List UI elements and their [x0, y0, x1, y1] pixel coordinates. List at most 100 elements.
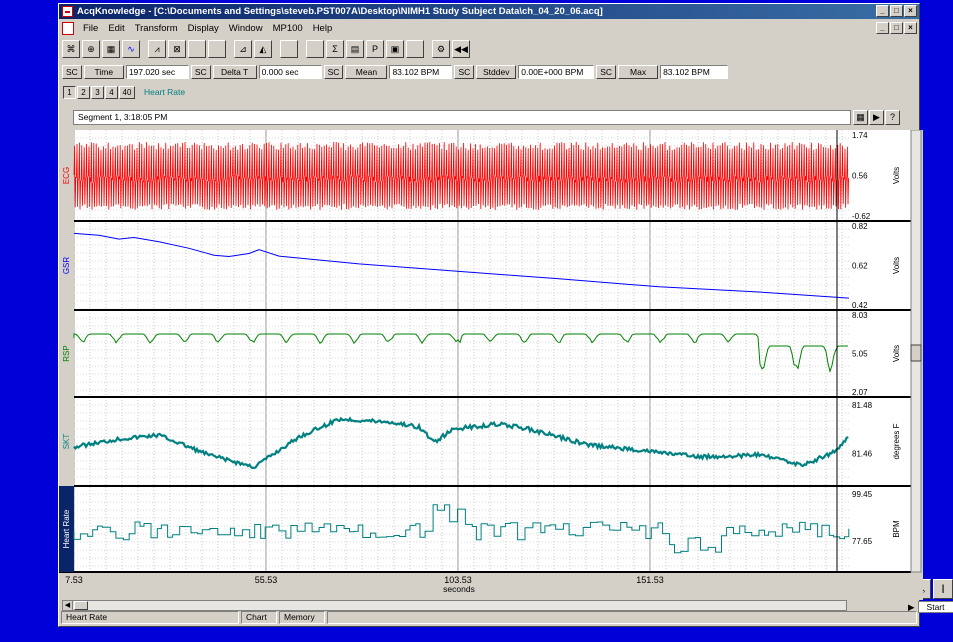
y-tick-label: 8.03	[852, 311, 868, 320]
help-icon[interactable]: ?	[885, 110, 900, 125]
menu-window[interactable]: Window	[228, 22, 263, 34]
y-unit-label: Volts	[892, 257, 901, 274]
segment-icon[interactable]: ▦	[853, 110, 868, 125]
blank-icon[interactable]	[188, 40, 206, 58]
close-button[interactable]: ×	[904, 5, 917, 17]
channel-name-label: GSR	[62, 257, 71, 275]
minimize-button[interactable]: _	[876, 5, 889, 17]
horizontal-scrollbar[interactable]: ◀	[62, 600, 847, 611]
scroll-left-icon[interactable]: ◀	[63, 601, 73, 610]
segment-label: Segment 1, 3:18:05 PM	[73, 110, 851, 125]
scroll-thumb[interactable]	[74, 601, 88, 610]
menu-display[interactable]: Display	[187, 22, 219, 34]
channel-label-strip[interactable]	[59, 310, 74, 397]
grid-icon[interactable]: ▦	[102, 40, 120, 58]
blank-icon[interactable]	[406, 40, 424, 58]
document-icon[interactable]	[62, 21, 74, 35]
channel-button-4[interactable]: 4	[105, 85, 118, 99]
ecg-trace	[73, 141, 849, 210]
blank-icon[interactable]	[306, 40, 324, 58]
zoom-icon[interactable]: ⊕	[82, 40, 100, 58]
table-icon[interactable]: ▤	[346, 40, 364, 58]
measurement-deltat-name[interactable]: Delta T	[212, 64, 257, 79]
measurement-stddev-name[interactable]: Stddev	[476, 64, 517, 79]
measurement-time-name[interactable]: Time	[83, 64, 124, 79]
chart2-icon[interactable]: ◭	[254, 40, 272, 58]
channel-button-3[interactable]: 3	[91, 85, 104, 99]
doc-maximize-button[interactable]: □	[890, 22, 903, 34]
y-tick-label: 1.74	[852, 131, 868, 140]
channel-name-label: RSP	[62, 345, 71, 361]
blank-icon[interactable]	[208, 40, 226, 58]
measurement-sc-button[interactable]: SC	[62, 64, 82, 79]
menu-help[interactable]: Help	[312, 22, 333, 34]
measurement-stddev-value: 0.00E+000 BPM	[518, 64, 595, 79]
channel-label-strip[interactable]	[59, 221, 74, 310]
gsr-trace	[73, 232, 850, 299]
waveform-chart[interactable]: ECG 1.74 0.56 -0.62 Volts GSR 0.82 0.62 0.42 Volt…	[59, 130, 923, 600]
y-unit-label: degrees F	[892, 423, 901, 459]
measurement-mean-value: 83.102 BPM	[389, 64, 453, 79]
menu-edit[interactable]: Edit	[108, 22, 125, 34]
waveform-icon[interactable]: ∿	[122, 40, 140, 58]
channel-label-strip[interactable]	[59, 397, 74, 486]
settings-icon[interactable]: ⚙	[432, 40, 450, 58]
y-unit-label: Volts	[892, 167, 901, 184]
sigma-icon[interactable]: Σ	[326, 40, 344, 58]
blank-icon[interactable]	[280, 40, 298, 58]
measurement-sc-button[interactable]: SC	[323, 64, 344, 79]
scope-icon[interactable]: ⩘	[148, 40, 166, 58]
active-channel-label: Heart Rate	[144, 87, 186, 97]
measurement-sc-button[interactable]: SC	[190, 64, 211, 79]
maximize-button[interactable]: □	[890, 5, 903, 17]
channel-name-label: Heart Rate	[62, 509, 71, 548]
x-tick-label: 151.53	[636, 575, 664, 585]
menu-bar: File Edit Transform Display Window MP100…	[59, 20, 919, 36]
journal-icon[interactable]: ▣	[386, 40, 404, 58]
scroll-right-icon[interactable]: ▶	[908, 601, 915, 612]
overlap-icon[interactable]: ⌘	[62, 40, 80, 58]
status-mode: Chart	[241, 611, 277, 624]
y-tick-label: 99.45	[852, 490, 873, 499]
measurement-time-value: 197.020 sec	[125, 64, 189, 79]
measurement-bar: SC Time 197.020 sec SC Delta T 0.000 sec…	[62, 64, 729, 79]
play-icon[interactable]: ▶	[869, 110, 884, 125]
measurement-sc-button[interactable]: SC	[454, 64, 475, 79]
title-bar[interactable]: AcqKnowledge - [C:\Documents and Setting…	[59, 4, 919, 19]
chart-icon[interactable]: ⊿	[234, 40, 252, 58]
channel-label-strip[interactable]	[59, 486, 74, 572]
x-axis-label: seconds	[443, 584, 475, 594]
measurement-max-name[interactable]: Max	[618, 64, 659, 79]
status-channel: Heart Rate	[61, 611, 239, 624]
doc-minimize-button[interactable]: _	[876, 22, 889, 34]
measurement-deltat-value: 0.000 sec	[258, 64, 322, 79]
status-memory: Memory	[279, 611, 325, 624]
measurement-sc-button[interactable]: SC	[596, 64, 617, 79]
channel-button-1[interactable]: 1	[63, 85, 76, 99]
marker-icon[interactable]: P	[366, 40, 384, 58]
y-unit-label: Volts	[892, 345, 901, 362]
y-tick-label: 81.46	[852, 450, 873, 459]
measurement-mean-name[interactable]: Mean	[345, 64, 388, 79]
channel-label-strip[interactable]	[59, 130, 74, 221]
start-field[interactable]: Start	[917, 601, 953, 613]
menu-mp100[interactable]: MP100	[272, 22, 303, 34]
y-tick-label: 5.05	[852, 350, 868, 359]
menu-transform[interactable]: Transform	[134, 22, 178, 34]
skt-trace	[73, 416, 849, 469]
x-tick-label: 103.53	[444, 575, 472, 585]
app-icon[interactable]	[62, 6, 73, 17]
measurement-max-value: 83.102 BPM	[660, 64, 729, 79]
x-tick-label: 55.53	[255, 575, 278, 585]
doc-close-button[interactable]: ×	[904, 22, 917, 34]
y-tick-label: 0.56	[852, 172, 868, 181]
y-tick-label: -0.62	[852, 212, 871, 221]
menu-file[interactable]: File	[83, 22, 99, 34]
vertical-scroll-thumb[interactable]	[910, 344, 922, 362]
autoscale-icon[interactable]: ⊠	[168, 40, 186, 58]
channel-button-2[interactable]: 2	[77, 85, 90, 99]
ibeam-icon[interactable]: I	[933, 579, 953, 599]
rewind-icon[interactable]: ◀◀	[452, 40, 470, 58]
channel-button-40[interactable]: 40	[119, 85, 135, 99]
rsp-trace	[73, 333, 848, 373]
